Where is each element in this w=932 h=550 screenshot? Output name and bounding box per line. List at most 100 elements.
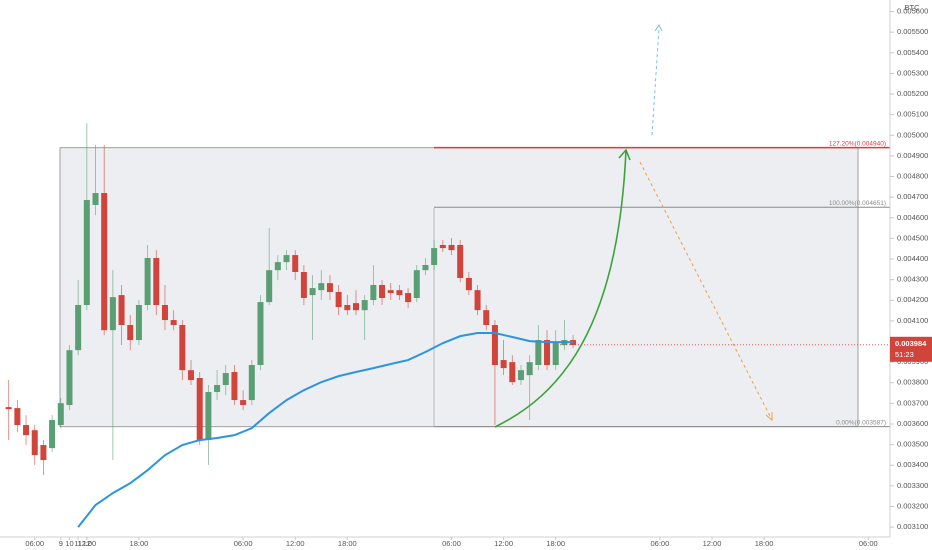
candle-body [118,295,125,326]
x-tick-label: 12:00 [286,539,305,548]
candle-body [14,408,21,426]
candle-body [75,305,82,351]
candle-body [405,293,412,303]
candle-body [326,283,333,293]
candle-body [109,297,116,331]
candle-body [431,248,438,265]
last-price-box [890,336,932,362]
x-tick-label: 06:00 [234,539,253,548]
y-tick-label: 0.003700 [897,398,928,407]
candle-body [49,420,56,449]
moving-average [77,332,574,528]
y-tick-label: 0.004900 [897,151,928,160]
candle-body [353,303,359,311]
y-tick-label: 0.003400 [897,460,928,469]
y-tick-label: 0.005000 [897,130,928,139]
candle-body [5,407,12,410]
projection-curve [494,149,627,428]
y-tick-label: 0.004800 [897,172,928,181]
candle-body [92,193,99,205]
x-tick-label: 18:00 [546,539,565,548]
candle-body [300,272,307,298]
candle-body [161,305,168,321]
candle-body [274,262,281,271]
candle-body [500,360,507,369]
plot [5,123,577,528]
candle-body [387,290,394,294]
candle-body [309,288,316,296]
candle-body [188,370,195,381]
x-tick-label: 18:00 [755,539,774,548]
breakout-path [651,27,660,136]
x-tick-label: 18:00 [130,539,149,548]
target-arrow [765,412,773,422]
x-tick-label: 06:00 [25,539,44,548]
x-tick-label: 11 [74,539,82,548]
target-path [639,161,773,421]
y-tick-label: 0.005600 [897,7,928,16]
candle-body [318,283,325,291]
candle-body [422,264,429,271]
candle-body [448,244,455,251]
x-tick-label: 12 [83,539,91,548]
candle-body [40,445,47,461]
fib-level-label: 0.00%(0.003587) [836,419,886,426]
y-tick-label: 0.004400 [897,254,928,263]
candle-body [370,284,377,301]
y-tick-label: 0.004600 [897,213,928,222]
y-tick-label: 0.003100 [897,522,928,531]
candle-body [509,362,516,383]
y-tick-label: 0.003500 [897,440,928,449]
candle-body [344,305,351,311]
candle-body [535,340,542,366]
projection-arrow [618,148,631,161]
candle-body [257,302,264,366]
y-tick-label: 0.003300 [897,481,928,490]
candle-body [361,300,368,311]
symbol-label: BTC [905,3,921,12]
x-tick-label: 10 [65,539,73,548]
candle-body [248,365,255,401]
candle-body [135,305,142,341]
range-box [59,147,859,428]
candle-body [31,430,38,456]
y-tick-label: 0.005500 [897,27,928,36]
drawings: 0.00%(0.003587) 100.00%(0.004651) 127.20%(… [59,140,890,428]
y-tick-label: 0.005200 [897,89,928,98]
y-tick-label: 0.005100 [897,110,928,119]
fib-level-label: 127.20%(0.004940) [829,140,886,147]
last-price-label: 0.003984 [895,339,927,348]
y-tick-label: 0.004100 [897,316,928,325]
candle-body [266,270,273,303]
x-tick-label: 06:00 [442,539,461,548]
candle-body [144,257,151,306]
candle-body [491,325,498,366]
candle-body [465,277,472,291]
candle-body [214,385,221,393]
candle-body [83,200,90,306]
countdown-label: 51:23 [895,350,914,359]
candle-body [66,350,73,406]
candle-body [544,340,551,366]
y-tick-label: 0.004200 [897,295,928,304]
candle-body [439,244,446,249]
x-tick-label: 18:00 [338,539,357,548]
candle-body [483,310,490,326]
candle-body [457,244,464,278]
y-tick-label: 0.004300 [897,275,928,284]
candle-body [396,290,403,296]
candle-body [413,270,420,298]
candle-body [127,325,134,341]
candle-body [101,193,108,331]
breakout-arrow [654,24,663,32]
candle-body [196,378,203,441]
candle-body [179,325,186,371]
y-tick-label: 0.003600 [897,419,928,428]
candle-body [335,292,342,308]
candle-body [526,362,533,376]
x-tick-label: 12:00 [494,539,513,548]
x-tick-label: 06:00 [651,539,670,548]
candle-body [153,257,160,306]
candle-body [379,284,386,298]
